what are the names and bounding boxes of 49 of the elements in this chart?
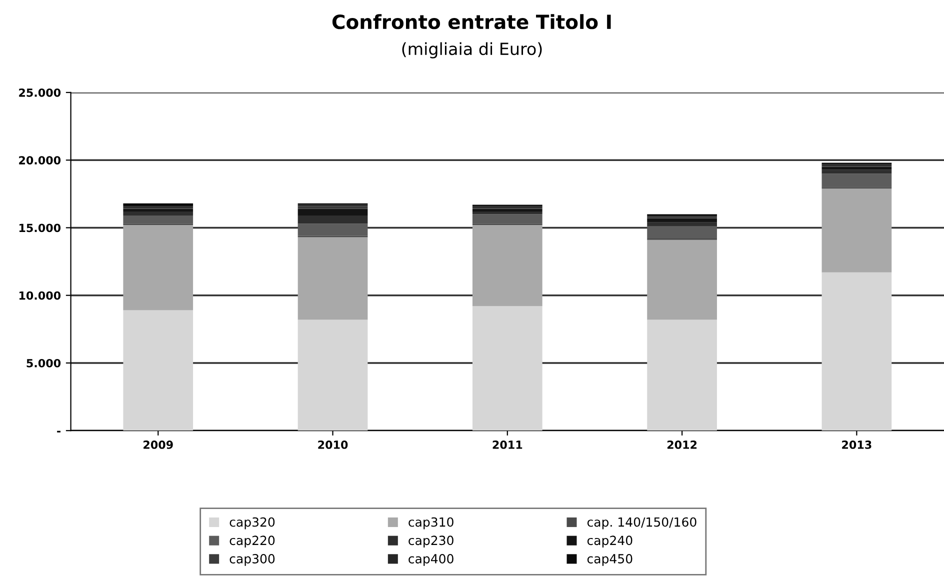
bar (298, 216, 368, 224)
y-tick-label: 10.000 (19, 291, 61, 300)
bar (123, 310, 194, 431)
bar (647, 240, 717, 320)
legend-label: cap310 (408, 517, 454, 530)
x-tick-label: 2010 (318, 440, 348, 449)
legend-label: cap450 (587, 554, 632, 566)
x-tick-label: 2011 (492, 440, 522, 449)
x-tick-label: 2013 (842, 440, 872, 449)
bar (647, 320, 717, 431)
chart-subtitle: (migliaia di Euro) (402, 42, 542, 58)
x-tick-label: 2012 (667, 440, 697, 449)
bar (647, 226, 717, 239)
y-tick-label: 20.000 (19, 156, 61, 164)
bar (647, 222, 717, 226)
bar (822, 166, 892, 170)
bar (647, 218, 717, 222)
bar (123, 216, 194, 224)
bar (472, 214, 542, 224)
bar (123, 212, 194, 216)
bar (123, 208, 194, 212)
bar (298, 237, 368, 320)
bar (298, 224, 368, 236)
x-tick-label: 2009 (144, 440, 173, 449)
bar (298, 320, 368, 431)
bar (298, 208, 368, 216)
bar (822, 170, 892, 174)
y-tick-label: - (57, 430, 60, 432)
legend-label: cap300 (230, 554, 275, 566)
y-tick-label: 25.000 (19, 88, 61, 97)
chart-title: Confronto entrate Titolo I (332, 14, 611, 30)
bar (298, 206, 368, 209)
bar (822, 174, 892, 188)
bar (822, 272, 892, 431)
bar (472, 212, 542, 214)
legend-label: cap230 (408, 536, 454, 548)
bar (822, 188, 892, 272)
y-tick-label: 5.000 (26, 358, 61, 368)
bar (123, 225, 194, 310)
y-tick-label: 15.000 (19, 224, 61, 232)
legend-label: cap220 (230, 536, 275, 548)
bar (472, 208, 542, 212)
legend-label: cap400 (408, 554, 454, 566)
bar (472, 225, 542, 306)
legend-label: cap320 (230, 517, 275, 530)
bar (123, 203, 194, 206)
bar (472, 306, 542, 431)
legend-label: cap. 140/150/160 (587, 517, 696, 530)
legend-label: cap240 (587, 536, 632, 548)
